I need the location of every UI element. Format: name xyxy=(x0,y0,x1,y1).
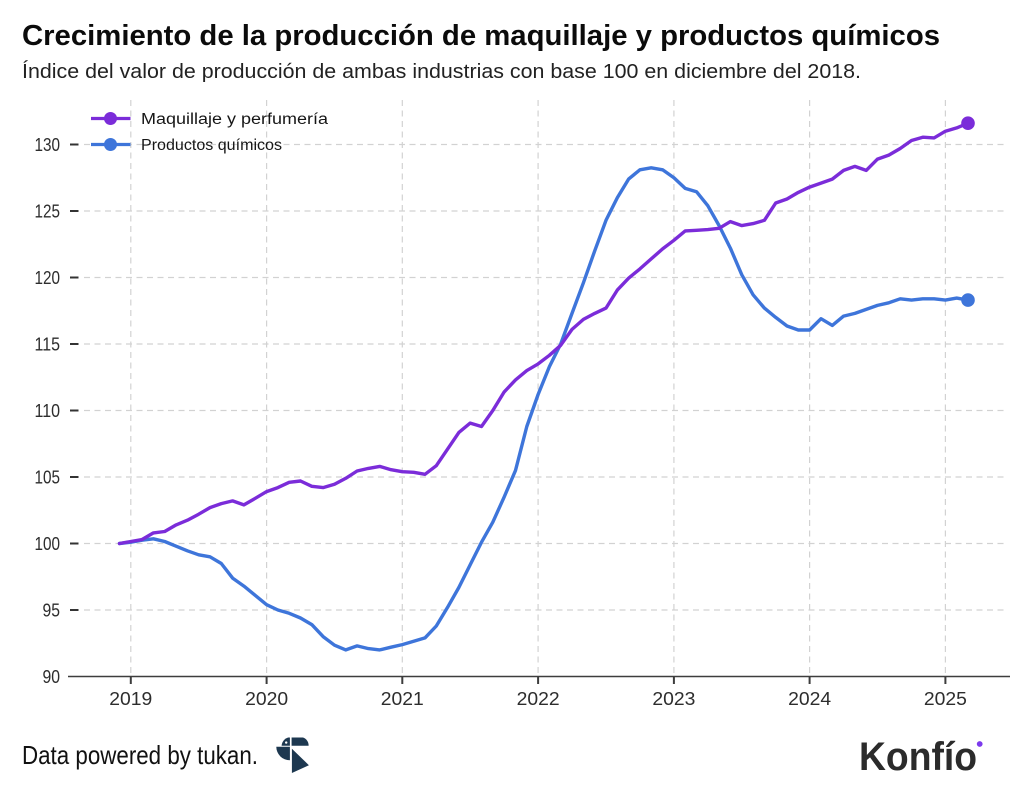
svg-text:95: 95 xyxy=(43,601,61,621)
svg-text:2024: 2024 xyxy=(788,689,831,709)
svg-text:2021: 2021 xyxy=(381,689,424,709)
svg-text:105: 105 xyxy=(35,468,61,488)
svg-text:2023: 2023 xyxy=(652,689,695,709)
svg-text:115: 115 xyxy=(35,335,61,355)
svg-text:2019: 2019 xyxy=(109,689,152,709)
svg-text:Crecimiento de la producción d: Crecimiento de la producción de maquilla… xyxy=(22,20,940,52)
svg-text:90: 90 xyxy=(43,667,61,687)
svg-text:100: 100 xyxy=(35,534,61,554)
svg-text:Konfío: Konfío xyxy=(859,735,977,779)
svg-text:2020: 2020 xyxy=(245,689,288,709)
svg-text:130: 130 xyxy=(35,135,61,155)
svg-text:125: 125 xyxy=(35,202,61,222)
svg-text:2025: 2025 xyxy=(924,689,967,709)
svg-text:Productos químicos: Productos químicos xyxy=(141,137,282,154)
svg-text:120: 120 xyxy=(35,268,61,288)
svg-text:Índice del valor de producción: Índice del valor de producción de ambas … xyxy=(22,60,861,83)
svg-text:Maquillaje y perfumería: Maquillaje y perfumería xyxy=(141,111,328,128)
svg-text:Data powered by tukan.: Data powered by tukan. xyxy=(22,740,258,770)
svg-text:2022: 2022 xyxy=(517,689,560,709)
svg-text:110: 110 xyxy=(35,401,61,421)
